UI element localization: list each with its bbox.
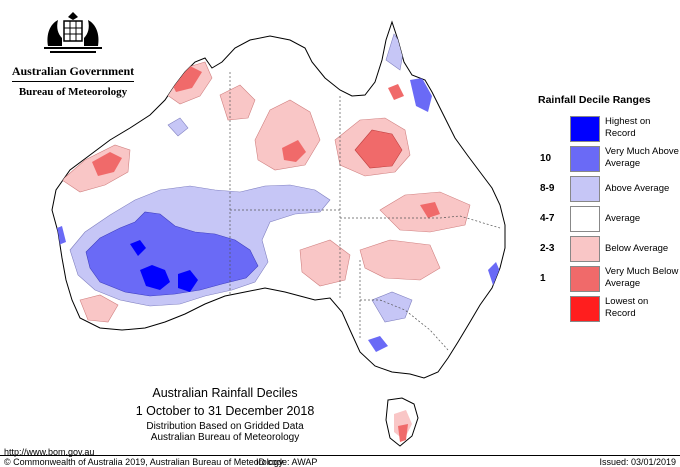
region-very-much-below-average-2 — [282, 140, 306, 162]
state-borders — [229, 72, 501, 351]
region-very-much-above-average-coast — [410, 78, 432, 112]
region-below-average-pilbara — [219, 84, 256, 121]
region-very-much-above-average-vic — [368, 336, 388, 352]
map-method: Distribution Based on Gridded Data — [146, 421, 304, 432]
government-logo: Australian Government Bureau of Meteorol… — [8, 8, 138, 98]
region-highest-on-record-3 — [130, 240, 146, 256]
legend-code: 4-7 — [540, 213, 555, 224]
legend-row-highest: Highest on Record — [530, 116, 680, 142]
legend-code: 2-3 — [540, 243, 555, 254]
logo-divider — [12, 81, 134, 82]
legend-swatch-below — [570, 236, 600, 262]
agency-name: Bureau of Meteorology — [18, 86, 128, 98]
tasmania-very-much-below — [398, 424, 408, 442]
legend-swatch-average — [570, 206, 600, 232]
coat-of-arms-icon — [44, 12, 102, 53]
legend-label: Very Much Below Average — [605, 266, 679, 289]
copyright-text: © Commonwealth of Australia 2019, Austra… — [4, 457, 284, 467]
region-very-much-above-average — [85, 211, 259, 297]
region-highest-on-record-2 — [178, 270, 198, 292]
legend-row-below: 2-3 Below Average — [530, 236, 680, 262]
legend-label: Highest on Record — [605, 116, 651, 139]
map-source: Australian Bureau of Meteorology — [150, 432, 300, 443]
region-very-much-below-average-5 — [420, 202, 440, 218]
region-below-average-nsw — [359, 239, 441, 281]
legend-label: Above Average — [605, 183, 670, 194]
legend-swatch-very-much-below — [570, 266, 600, 292]
legend-label: Average — [605, 213, 641, 224]
region-below-average-sw — [79, 294, 119, 323]
map-title: Australian Rainfall Deciles — [152, 386, 298, 400]
legend-code: 8-9 — [540, 183, 555, 194]
legend-label: Lowest on Record — [605, 296, 649, 319]
region-below-average-south — [299, 239, 351, 287]
legend-title: Rainfall Decile Ranges — [538, 94, 651, 106]
decile-regions — [52, 33, 502, 352]
legend-row-above: 8-9 Above Average — [530, 176, 680, 202]
legend-code: 10 — [540, 153, 552, 164]
legend-row-very-much-below: 1 Very Much Below Average — [530, 266, 680, 292]
region-above-average-ne — [488, 262, 502, 288]
legend-swatch-highest — [570, 116, 600, 142]
map-period: 1 October to 31 December 2018 — [135, 404, 315, 418]
region-very-much-below-average-4 — [92, 152, 122, 176]
legend-swatch-above — [570, 176, 600, 202]
legend-label: Below Average — [605, 243, 669, 254]
legend-row-average: 4-7 Average — [530, 206, 680, 232]
legend-row-very-much-above: 10 Very Much Above Average — [530, 146, 680, 172]
region-very-much-below-average — [354, 129, 403, 169]
legend-swatch-lowest — [570, 296, 600, 322]
region-highest-on-record — [140, 265, 170, 290]
region-very-much-below-average-6 — [388, 84, 404, 100]
region-above-average-se — [371, 291, 413, 323]
region-above-average-nt — [167, 117, 189, 137]
legend-code: 1 — [540, 273, 546, 284]
legend-row-lowest: Lowest on Record — [530, 296, 680, 322]
map-caption: Australian Rainfall Deciles 1 October to… — [120, 386, 330, 443]
org-name: Australian Government — [11, 64, 135, 78]
website-link[interactable]: http://www.bom.gov.au — [4, 447, 95, 457]
footer-divider — [0, 455, 680, 456]
legend-swatch-very-much-above — [570, 146, 600, 172]
issued-date: Issued: 03/01/2019 — [599, 457, 676, 467]
id-code: ID code: AWAP — [256, 457, 318, 467]
region-very-much-below-average-3 — [170, 66, 202, 92]
legend-label: Very Much Above Average — [605, 146, 679, 169]
